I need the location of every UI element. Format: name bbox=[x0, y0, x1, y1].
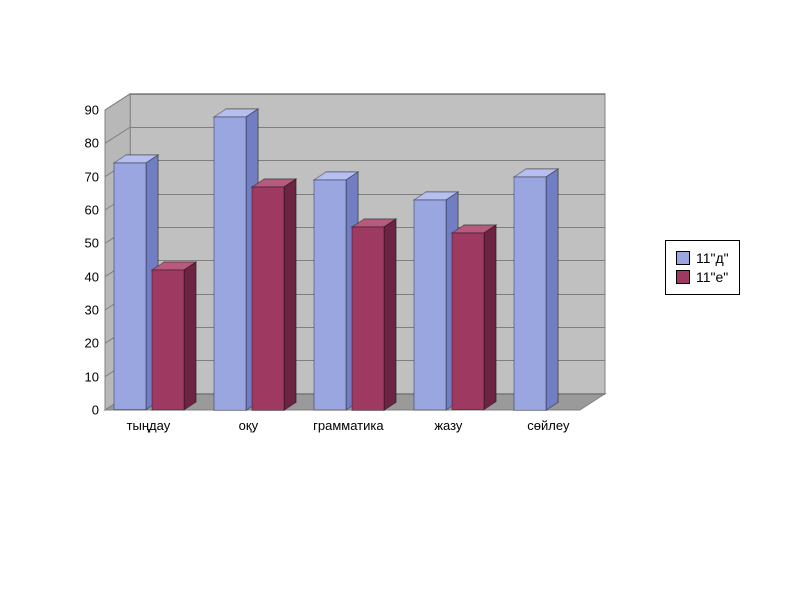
y-tick-label: 40 bbox=[85, 269, 105, 284]
bar bbox=[513, 169, 557, 410]
x-tick-label: тыңдау bbox=[127, 418, 171, 433]
legend-label-0: 11"д" bbox=[696, 250, 729, 266]
y-tick-label: 60 bbox=[85, 203, 105, 218]
bar bbox=[251, 179, 295, 410]
chart-plot: 0102030405060708090 тыңдауоқуграмматикаж… bbox=[105, 110, 605, 410]
legend-item: 11"д" bbox=[676, 250, 729, 266]
legend-swatch-0 bbox=[676, 251, 690, 265]
legend-swatch-1 bbox=[676, 270, 690, 284]
x-tick-label: жазу bbox=[434, 418, 462, 433]
y-tick-label: 70 bbox=[85, 169, 105, 184]
legend-item: 11"е" bbox=[676, 269, 729, 285]
x-tick-label: оқу bbox=[239, 418, 258, 433]
y-tick-label: 10 bbox=[85, 369, 105, 384]
y-tick-label: 30 bbox=[85, 303, 105, 318]
y-tick-label: 80 bbox=[85, 136, 105, 151]
legend: 11"д" 11"е" bbox=[665, 240, 740, 295]
chart-area: 0 10 20 30 40 50 60 70 80 90 тыңдау оқу грамматика ж… bbox=[55, 100, 645, 480]
legend-label-1: 11"е" bbox=[696, 269, 728, 285]
x-tick-label: грамматика bbox=[313, 418, 383, 433]
y-tick-label: 0 bbox=[92, 403, 105, 418]
y-tick-label: 20 bbox=[85, 336, 105, 351]
bar bbox=[451, 225, 495, 410]
x-tick-label: сөйлеу bbox=[527, 418, 569, 433]
bar bbox=[151, 262, 195, 410]
bar bbox=[351, 219, 395, 410]
y-tick-label: 90 bbox=[85, 103, 105, 118]
y-tick-label: 50 bbox=[85, 236, 105, 251]
